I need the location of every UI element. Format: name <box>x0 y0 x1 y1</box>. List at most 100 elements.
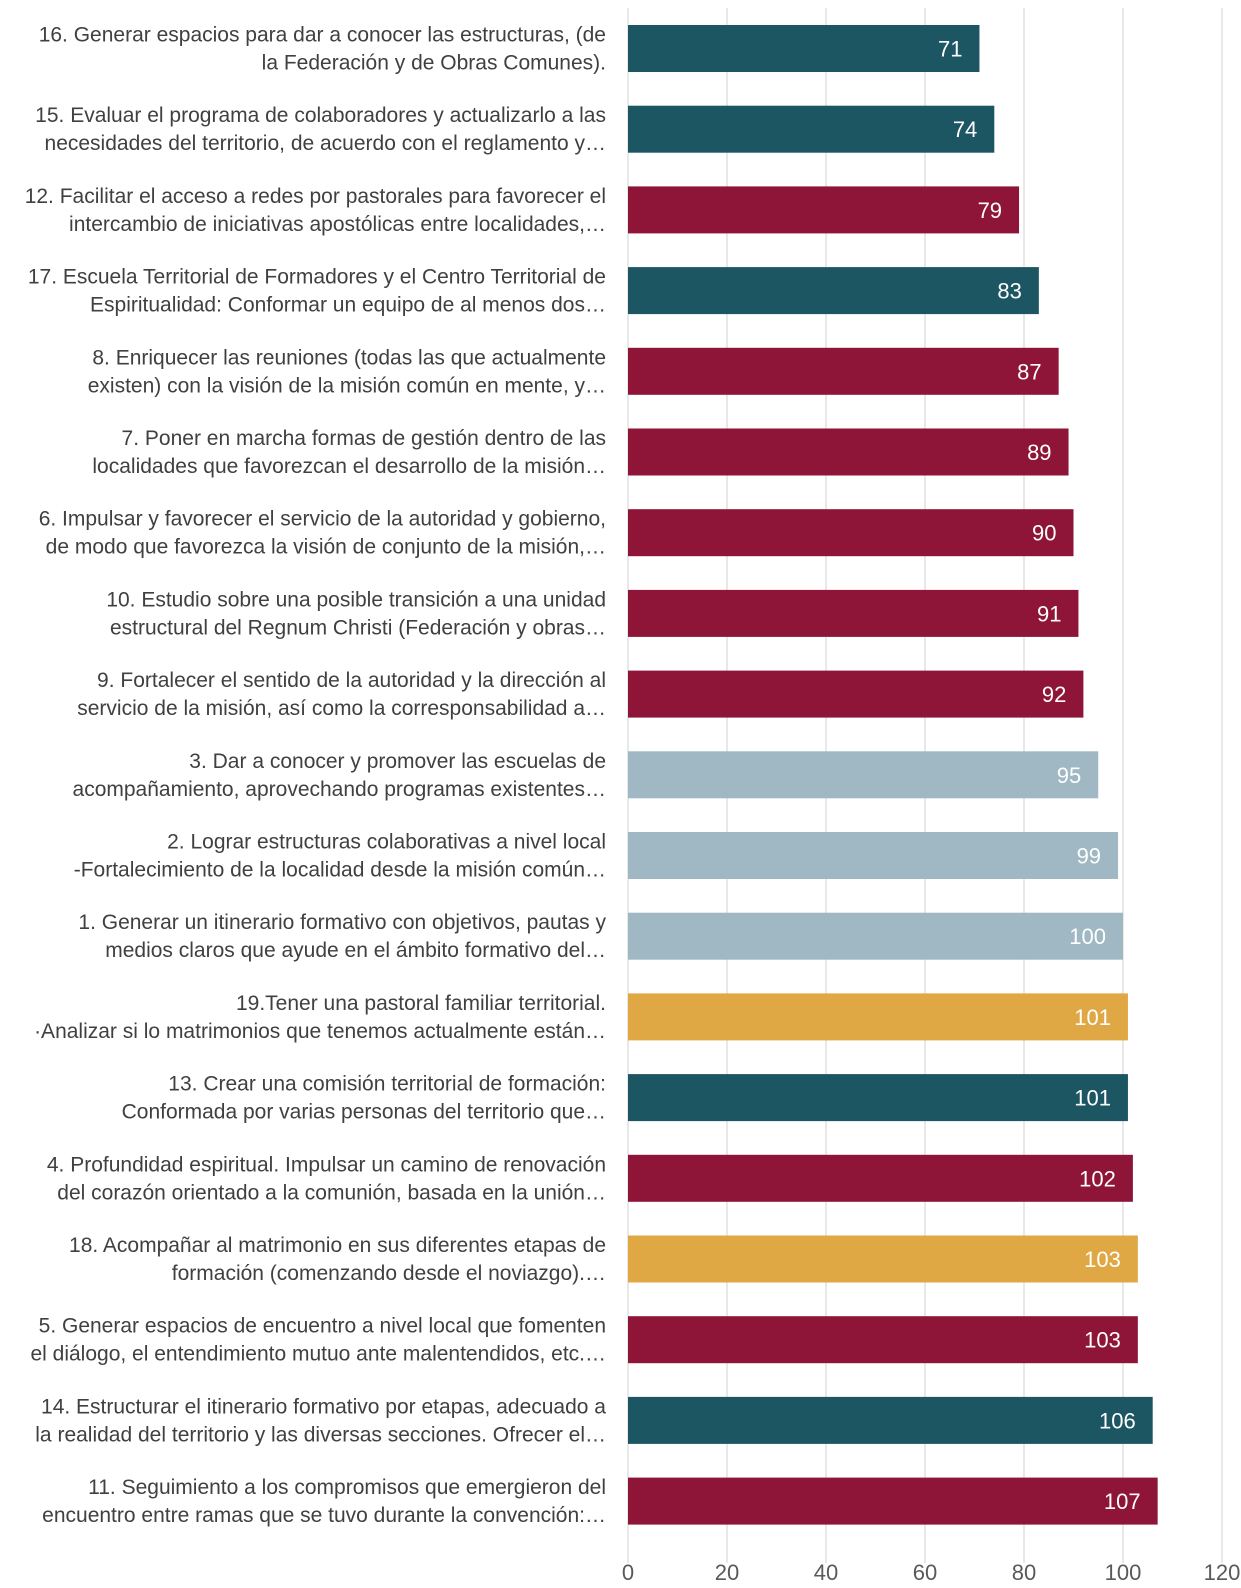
bar-15 <box>628 1154 1133 1202</box>
bar-5 <box>628 347 1059 395</box>
x-tick-label-0: 0 <box>622 1560 634 1583</box>
category-labels: 16. Generar espacios para dar a conocer … <box>25 24 607 1528</box>
data-label-14: 101 <box>1074 1086 1111 1111</box>
category-label-6: 7. Poner en marcha formas de gestión den… <box>92 427 606 478</box>
category-label-line: acompañamiento, aprovechando programas e… <box>73 778 606 801</box>
data-label-9: 92 <box>1042 682 1066 707</box>
category-label-16: 18. Acompañar al matrimonio en sus difer… <box>69 1234 606 1285</box>
category-label-line: 7. Poner en marcha formas de gestión den… <box>122 427 606 450</box>
bar-4 <box>628 267 1039 315</box>
category-label-18: 14. Estructurar el itinerario formativo … <box>35 1395 606 1446</box>
category-label-line: 2. Lograr estructuras colaborativas a ni… <box>167 831 606 854</box>
data-label-7: 90 <box>1032 521 1056 546</box>
bar-11 <box>628 832 1119 879</box>
bar-6 <box>628 428 1069 476</box>
bar-13 <box>628 993 1128 1041</box>
bar-7 <box>628 509 1074 557</box>
data-label-15: 102 <box>1079 1166 1116 1191</box>
category-label-line: formación (comenzando desde el noviazgo)… <box>172 1262 606 1285</box>
category-label-17: 5. Generar espacios de encuentro a nivel… <box>30 1315 606 1366</box>
bar-17 <box>628 1316 1138 1364</box>
bar-12 <box>628 912 1123 960</box>
category-label-line: intercambio de iniciativas apostólicas e… <box>69 213 606 236</box>
category-label-8: 10. Estudio sobre una posible transición… <box>106 588 606 639</box>
data-label-17: 103 <box>1084 1328 1121 1353</box>
category-label-line: 14. Estructurar el itinerario formativo … <box>41 1395 606 1418</box>
data-label-13: 101 <box>1074 1005 1111 1030</box>
category-label-line: 15. Evaluar el programa de colaboradores… <box>35 104 606 127</box>
data-label-4: 83 <box>997 279 1021 304</box>
bar-9 <box>628 670 1084 718</box>
bar-3 <box>628 186 1020 234</box>
category-label-line: 12. Facilitar el acceso a redes por past… <box>25 185 606 208</box>
x-tick-label-40: 40 <box>814 1560 838 1583</box>
data-label-6: 89 <box>1027 440 1051 465</box>
category-label-5: 8. Enriquecer las reuniones (todas las q… <box>88 346 606 397</box>
data-label-18: 106 <box>1099 1408 1136 1433</box>
data-label-1: 71 <box>938 37 962 62</box>
category-label-7: 6. Impulsar y favorecer el servicio de l… <box>39 508 606 559</box>
category-label-line: medios claros que ayude en el ámbito for… <box>105 939 606 962</box>
category-label-line: servicio de la misión, así como la corre… <box>77 697 606 720</box>
category-label-12: 1. Generar un itinerario formativo con o… <box>78 911 606 962</box>
category-label-line: 5. Generar espacios de encuentro a nivel… <box>39 1315 606 1338</box>
category-label-11: 2. Lograr estructuras colaborativas a ni… <box>74 831 606 882</box>
category-label-line: del corazón orientado a la comunión, bas… <box>57 1181 606 1204</box>
category-label-1: 16. Generar espacios para dar a conocer … <box>39 24 606 75</box>
data-label-16: 103 <box>1084 1247 1121 1272</box>
value-axis: 0 20 40 60 80 100 120 <box>622 1560 1240 1585</box>
category-label-3: 12. Facilitar el acceso a redes por past… <box>25 185 606 236</box>
bar-14 <box>628 1074 1128 1122</box>
category-label-14: 13. Crear una comisión territorial de fo… <box>122 1073 606 1124</box>
data-label-2: 74 <box>953 117 977 142</box>
x-tick-label-100: 100 <box>1105 1560 1142 1583</box>
data-label-12: 100 <box>1069 924 1106 949</box>
data-label-8: 91 <box>1037 601 1061 626</box>
data-label-19: 107 <box>1104 1489 1141 1514</box>
category-label-line: 10. Estudio sobre una posible transición… <box>106 588 606 611</box>
data-label-11: 99 <box>1077 844 1101 869</box>
category-label-line: 6. Impulsar y favorecer el servicio de l… <box>39 508 606 531</box>
bar-10 <box>628 751 1099 799</box>
category-label-line: necesidades del territorio, de acuerdo c… <box>45 132 606 155</box>
category-label-15: 4. Profundidad espiritual. Impulsar un c… <box>47 1153 606 1204</box>
data-label-10: 95 <box>1057 763 1081 788</box>
category-label-line: encuentro entre ramas que se tuvo durant… <box>42 1504 606 1527</box>
category-label-13: 19.Tener una pastoral familiar territori… <box>34 992 606 1043</box>
category-label-line: -Fortalecimiento de la localidad desde l… <box>74 859 606 882</box>
x-tick-label-60: 60 <box>913 1560 937 1583</box>
category-label-line: la Federación y de Obras Comunes). <box>262 52 606 75</box>
category-label-line: ·Analizar si lo matrimonios que tenemos … <box>34 1020 606 1043</box>
category-label-line: 11. Seguimiento a los compromisos que em… <box>88 1476 606 1499</box>
category-label-line: 3. Dar a conocer y promover las escuelas… <box>189 750 606 773</box>
category-label-line: 1. Generar un itinerario formativo con o… <box>78 911 606 934</box>
category-label-line: 9. Fortalecer el sentido de la autoridad… <box>97 669 606 692</box>
category-label-line: existen) con la visión de la misión comú… <box>88 374 606 397</box>
category-label-9: 9. Fortalecer el sentido de la autoridad… <box>77 669 606 720</box>
bar-16 <box>628 1235 1138 1283</box>
category-label-line: estructural del Regnum Christi (Federaci… <box>110 616 606 639</box>
bar-18 <box>628 1396 1153 1444</box>
category-label-line: localidades que favorezcan el desarrollo… <box>92 455 606 478</box>
category-label-line: 17. Escuela Territorial de Formadores y … <box>28 266 606 289</box>
bar-8 <box>628 589 1079 637</box>
data-label-5: 87 <box>1017 359 1041 384</box>
data-label-3: 79 <box>978 198 1002 223</box>
category-label-line: 16. Generar espacios para dar a conocer … <box>39 24 606 47</box>
category-label-4: 17. Escuela Territorial de Formadores y … <box>28 266 606 317</box>
category-label-line: Espiritualidad: Conformar un equipo de a… <box>90 294 606 317</box>
category-label-line: 4. Profundidad espiritual. Impulsar un c… <box>47 1153 606 1176</box>
category-label-line: 18. Acompañar al matrimonio en sus difer… <box>69 1234 606 1257</box>
x-tick-label-80: 80 <box>1012 1560 1036 1583</box>
category-label-19: 11. Seguimiento a los compromisos que em… <box>42 1476 606 1527</box>
category-label-line: de modo que favorezca la visión de conju… <box>46 536 606 559</box>
category-label-10: 3. Dar a conocer y promover las escuelas… <box>73 750 606 801</box>
bar-2 <box>628 105 995 153</box>
x-tick-label-20: 20 <box>715 1560 739 1583</box>
bars: 71 74 79 83 87 89 90 91 92 95 99 100 101 101 102 103 103… <box>628 25 1158 1525</box>
category-label-line: 13. Crear una comisión territorial de fo… <box>168 1073 606 1096</box>
category-label-line: Conformada por varias personas del terri… <box>122 1101 606 1124</box>
category-label-line: 8. Enriquecer las reuniones (todas las q… <box>92 346 606 369</box>
category-label-2: 15. Evaluar el programa de colaboradores… <box>35 104 606 155</box>
